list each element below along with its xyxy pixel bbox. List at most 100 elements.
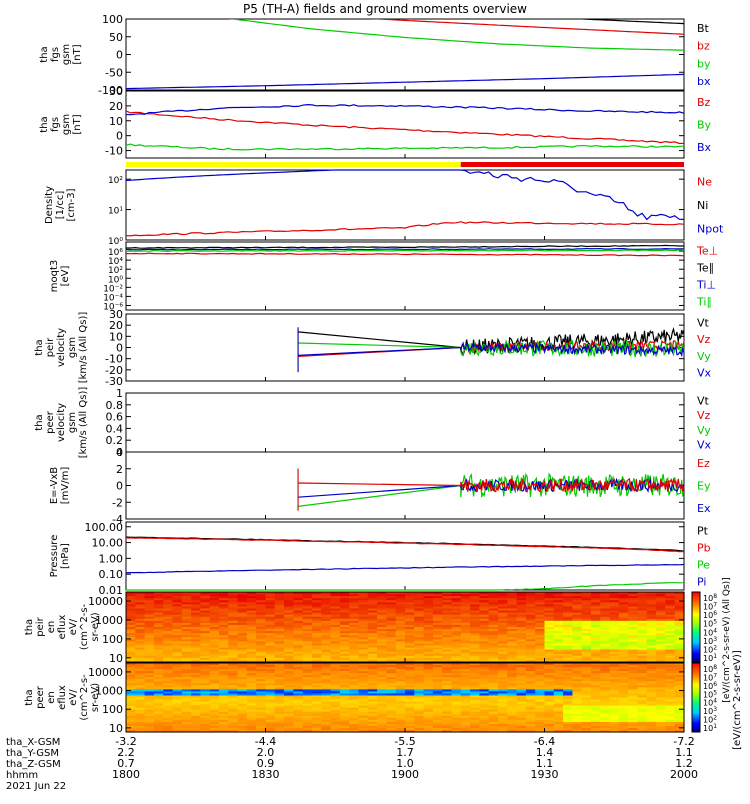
spectrogram-cell [321, 604, 332, 608]
spectrogram-cell [479, 687, 490, 690]
spectrogram-cell [591, 701, 601, 705]
y-axis-label: fgs [50, 47, 61, 62]
spectrogram-cell [358, 635, 369, 638]
spectrogram-cell [656, 624, 666, 628]
spectrogram-cell [498, 612, 508, 616]
x-tick-label: 0.7 [117, 757, 135, 770]
spectrogram-cell [321, 705, 332, 709]
spectrogram-cell [135, 655, 146, 659]
spectrogram-cell [302, 620, 313, 624]
spectrogram-cell [228, 657, 239, 661]
spectrogram-cell [228, 683, 239, 686]
spectrogram-cell [339, 659, 350, 663]
spectrogram-cell [153, 627, 164, 630]
spectrogram-cell [153, 604, 164, 608]
spectrogram-cell [628, 671, 639, 674]
spectrogram-cell [386, 594, 397, 597]
spectrogram-cell [358, 622, 369, 626]
spectrogram-cell [535, 711, 546, 715]
spectrogram-cell [405, 707, 415, 711]
spectrogram-cell [498, 673, 508, 676]
spectrogram-cell [386, 711, 397, 715]
spectrogram-cell [265, 594, 276, 597]
spectrogram-cell [525, 721, 536, 725]
spectrogram-cell [209, 655, 220, 659]
spectrogram-cell [525, 655, 536, 659]
spectrogram-cell [656, 713, 666, 717]
spectrogram-cell [126, 693, 136, 696]
spectrogram-cell [209, 697, 220, 701]
spectrogram-cell [330, 655, 341, 659]
spectrogram-cell [191, 614, 201, 618]
spectrogram-cell [126, 616, 136, 620]
spectrogram-cell [460, 697, 471, 701]
spectrogram-cell [377, 713, 387, 717]
spectrogram-cell [609, 649, 620, 653]
spectrogram-cell [302, 717, 313, 721]
spectrogram-cell [377, 645, 387, 649]
spectrogram-cell [339, 711, 350, 715]
spectrogram-cell [293, 677, 304, 680]
spectrogram-cell [535, 665, 546, 668]
spectrogram-cell [330, 697, 341, 701]
spectrogram-cell [581, 629, 592, 632]
spectrogram-cell [181, 629, 192, 632]
spectrogram-cell [153, 703, 164, 707]
spectrogram-cell [432, 612, 443, 616]
spectrogram-cell [665, 665, 676, 668]
spectrogram-cell [525, 637, 536, 640]
spectrogram-cell [674, 645, 685, 649]
spectrogram-cell [544, 677, 555, 680]
spectrogram-cell [665, 647, 676, 651]
spectrogram-cell [219, 592, 229, 595]
spectrogram-cell [284, 730, 294, 733]
spectrogram-cell [414, 618, 425, 622]
spectrogram-cell [535, 677, 546, 680]
spectrogram-cell [219, 713, 229, 717]
spectrogram-cell [144, 685, 155, 688]
spectrogram-cell [349, 691, 360, 694]
spectrogram-cell [302, 677, 313, 680]
spectrogram-cell [525, 711, 536, 715]
series-vx [298, 341, 685, 358]
spectrogram-cell [163, 705, 174, 709]
colorbar-tick: 101 [703, 653, 717, 663]
spectrogram-cell [321, 687, 332, 690]
spectrogram-cell [246, 687, 257, 690]
spectrogram-cell [256, 693, 267, 696]
spectrogram-cell [646, 685, 657, 688]
spectrogram-cell [339, 604, 350, 608]
spectrogram-cell [563, 689, 573, 692]
y-axis-label: Pressure [49, 535, 60, 578]
spectrogram-cell [414, 675, 425, 678]
spectrogram-cell [256, 721, 267, 725]
spectrogram-cell [349, 635, 360, 638]
spectrogram-cell [637, 606, 648, 610]
spectrogram-cell [200, 633, 211, 636]
spectrogram-cell [442, 606, 453, 610]
spectrogram-cell [618, 651, 629, 655]
spectrogram-cell [284, 651, 294, 655]
spectrogram-cell [451, 667, 462, 670]
spectrogram-cell [386, 721, 397, 725]
spectrogram-cell [163, 645, 174, 649]
spectrogram-cell [126, 612, 136, 616]
spectrogram-cell [358, 681, 369, 684]
spectrogram-cell [302, 715, 313, 719]
mode-bar-fast [460, 162, 684, 167]
spectrogram-cell [460, 618, 471, 622]
spectrogram-cell [432, 719, 443, 723]
spectrogram-cell [144, 602, 155, 605]
legend-vt: Vt [697, 394, 710, 407]
spectrogram-cell [237, 604, 248, 608]
spectrogram-cell [637, 695, 648, 699]
spectrogram-cell [339, 669, 350, 672]
spectrogram-cell [293, 610, 304, 614]
spectrogram-cell [581, 717, 592, 721]
spectrogram-cell [163, 592, 174, 595]
spectrogram-cell [377, 675, 387, 678]
spectrogram-cell [600, 709, 611, 713]
spectrogram-cell [274, 637, 285, 640]
spectrogram-cell [265, 614, 276, 618]
